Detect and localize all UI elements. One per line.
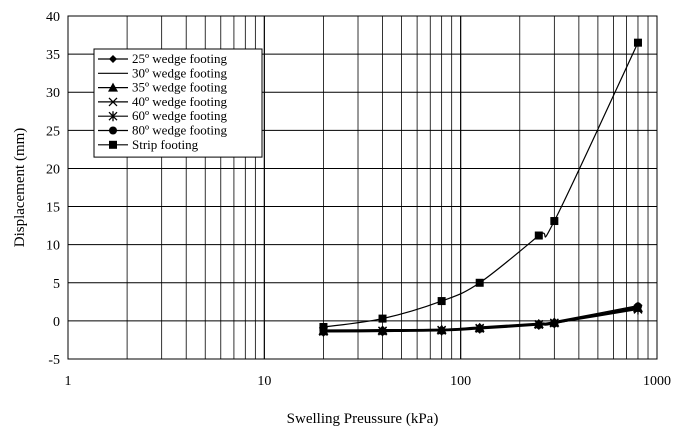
legend-item: 40º wedge footing xyxy=(98,94,228,109)
legend-label: 60º wedge footing xyxy=(132,108,228,123)
circle-marker xyxy=(550,319,559,328)
y-tick-label: 15 xyxy=(46,201,60,216)
plot-area xyxy=(67,15,658,360)
legend-item: 35º wedge footing xyxy=(98,80,228,95)
series-7 xyxy=(319,38,642,331)
y-tick-label: 5 xyxy=(53,277,60,292)
circle-marker xyxy=(475,324,484,333)
circle-marker xyxy=(633,302,642,311)
x-tick-label: 100 xyxy=(450,374,471,389)
circle-marker xyxy=(378,327,387,336)
star-marker xyxy=(108,111,118,122)
legend-item: 80º wedge footing xyxy=(98,123,228,138)
y-tick-label: -5 xyxy=(48,353,60,368)
y-tick-label: 25 xyxy=(46,124,60,139)
y-tick-label: 10 xyxy=(46,239,60,254)
tick-labels: -5 0 5 10 15 20 25 30 35 40 1 10 100 1000 xyxy=(46,10,671,389)
circle-marker xyxy=(109,126,117,135)
legend-item: 25º wedge footing xyxy=(98,51,228,66)
triangle-marker xyxy=(108,82,118,92)
circle-marker xyxy=(437,326,446,335)
legend-label: 30º wedge footing xyxy=(132,65,228,80)
square-marker xyxy=(378,314,387,323)
y-tick-label: 20 xyxy=(46,162,60,177)
x-tick-label: 1000 xyxy=(643,374,671,389)
series-line xyxy=(323,42,639,328)
series-6 xyxy=(319,302,642,336)
legend-label: 40º wedge footing xyxy=(132,94,228,109)
legend-box xyxy=(93,48,263,158)
legend-label: 80º wedge footing xyxy=(132,123,228,138)
y-tick-label: 40 xyxy=(46,10,60,25)
legend-label: 25º wedge footing xyxy=(132,51,228,66)
y-tick-label: 35 xyxy=(46,48,60,63)
x-tick-label: 10 xyxy=(257,374,271,389)
x-marker xyxy=(108,97,118,107)
x-tick-label: 1 xyxy=(65,374,72,389)
x-axis-title: Swelling Preussure (kPa) xyxy=(287,411,439,427)
square-marker xyxy=(550,217,559,226)
square-marker xyxy=(534,231,543,240)
square-marker xyxy=(633,38,642,47)
square-marker xyxy=(437,297,446,306)
y-tick-label: 30 xyxy=(46,86,60,101)
square-marker xyxy=(475,278,484,287)
legend-item: Strip footing xyxy=(98,137,199,152)
square-marker xyxy=(319,322,328,331)
legend-item: 30º wedge footing xyxy=(98,65,228,80)
series-layer xyxy=(318,38,643,337)
y-tick-label: 0 xyxy=(53,315,60,330)
legend-item: 60º wedge footing xyxy=(98,108,228,123)
circle-marker xyxy=(534,321,543,330)
legend-label: 35º wedge footing xyxy=(132,80,228,95)
y-axis-title: Displacement (mm) xyxy=(12,128,28,248)
legend-label: Strip footing xyxy=(132,137,199,152)
square-marker xyxy=(109,140,117,149)
diamond-marker xyxy=(109,55,117,63)
